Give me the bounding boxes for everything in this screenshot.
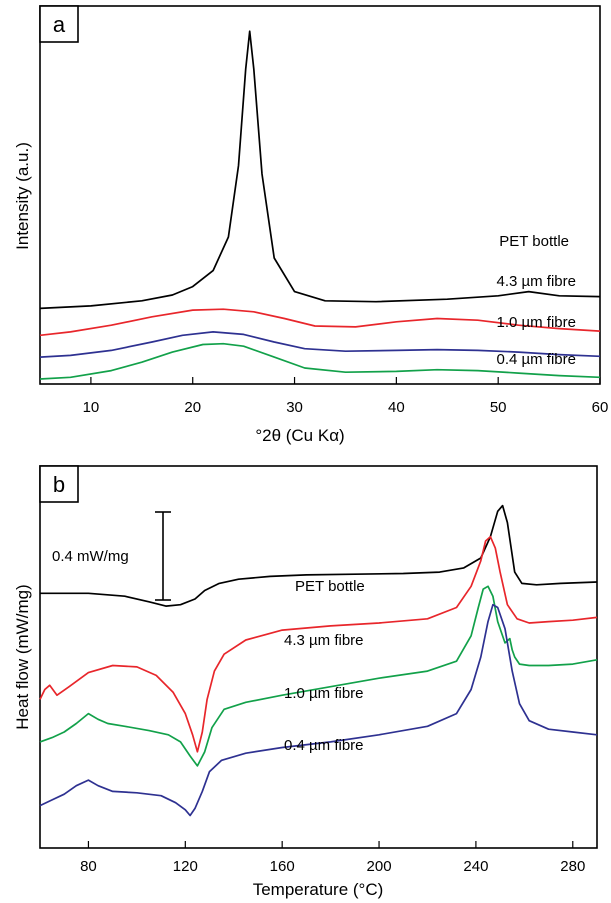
x-tick-label: 10 xyxy=(83,399,100,416)
series-label-0-4um-b: 0.4 µm fibre xyxy=(284,737,364,754)
x-tick-label: 60 xyxy=(592,399,609,416)
series-line-0-4-m-fibre xyxy=(39,342,601,380)
panel-b-plot-frame xyxy=(39,465,598,849)
x-tick-label: 30 xyxy=(286,399,303,416)
series-label-4-3um-a: 4.3 µm fibre xyxy=(496,273,576,290)
series-label-1-0um-a: 1.0 µm fibre xyxy=(496,314,576,331)
x-tick-label: 160 xyxy=(270,858,295,875)
panel-b-chart: b 0.4 mW/mg 80 120 160 200 240 280 PET bottle… xyxy=(13,465,598,899)
x-tick-label: 40 xyxy=(388,399,405,416)
x-tick-label: 50 xyxy=(490,399,507,416)
panel-a-letter: a xyxy=(53,12,66,37)
series-label-pet-bottle-b: PET bottle xyxy=(295,578,365,595)
x-tick-label: 280 xyxy=(560,858,585,875)
series-line-pet-bottle xyxy=(39,30,601,310)
series-label-4-3um-b: 4.3 µm fibre xyxy=(284,632,364,649)
series-label-0-4um-a: 0.4 µm fibre xyxy=(496,351,576,368)
series-line-0-4-m-fibre xyxy=(39,603,598,817)
series-line-1-0-m-fibre xyxy=(39,585,598,767)
panel-b-x-ticks: 80 120 160 200 240 280 xyxy=(80,841,585,875)
x-tick-label: 240 xyxy=(463,858,488,875)
x-tick-label: 120 xyxy=(173,858,198,875)
scale-bar xyxy=(155,511,171,601)
series-line-1-0-m-fibre xyxy=(39,331,601,358)
series-line-4-3-m-fibre xyxy=(39,308,601,337)
series-label-1-0um-b: 1.0 µm fibre xyxy=(284,685,364,702)
panel-b-x-axis-label: Temperature (°C) xyxy=(253,880,384,899)
series-label-pet-bottle-a: PET bottle xyxy=(499,233,569,250)
panel-a-x-ticks: 10 20 30 40 50 60 xyxy=(83,377,609,416)
panel-a-x-axis-label: °2θ (Cu Kα) xyxy=(255,426,344,445)
x-tick-label: 80 xyxy=(80,858,97,875)
panel-a-series xyxy=(39,30,601,380)
panel-b-letter-box xyxy=(39,465,79,503)
panel-a-chart: a 10 20 30 40 50 60 PET bottle 4.3 µm fibre 1… xyxy=(13,5,609,445)
panel-b-y-axis-label: Heat flow (mW/mg) xyxy=(13,584,32,729)
scale-bar-label: 0.4 mW/mg xyxy=(52,548,129,565)
panel-a-letter-box xyxy=(39,5,79,43)
panel-b-series xyxy=(39,504,598,817)
x-tick-label: 200 xyxy=(367,858,392,875)
x-tick-label: 20 xyxy=(184,399,201,416)
panel-a-plot-frame xyxy=(39,5,601,385)
series-line-4-3-m-fibre xyxy=(39,535,598,753)
panel-b-letter: b xyxy=(53,472,65,497)
series-line-pet-bottle xyxy=(40,504,598,607)
panel-a-y-axis-label: Intensity (a.u.) xyxy=(13,142,32,250)
